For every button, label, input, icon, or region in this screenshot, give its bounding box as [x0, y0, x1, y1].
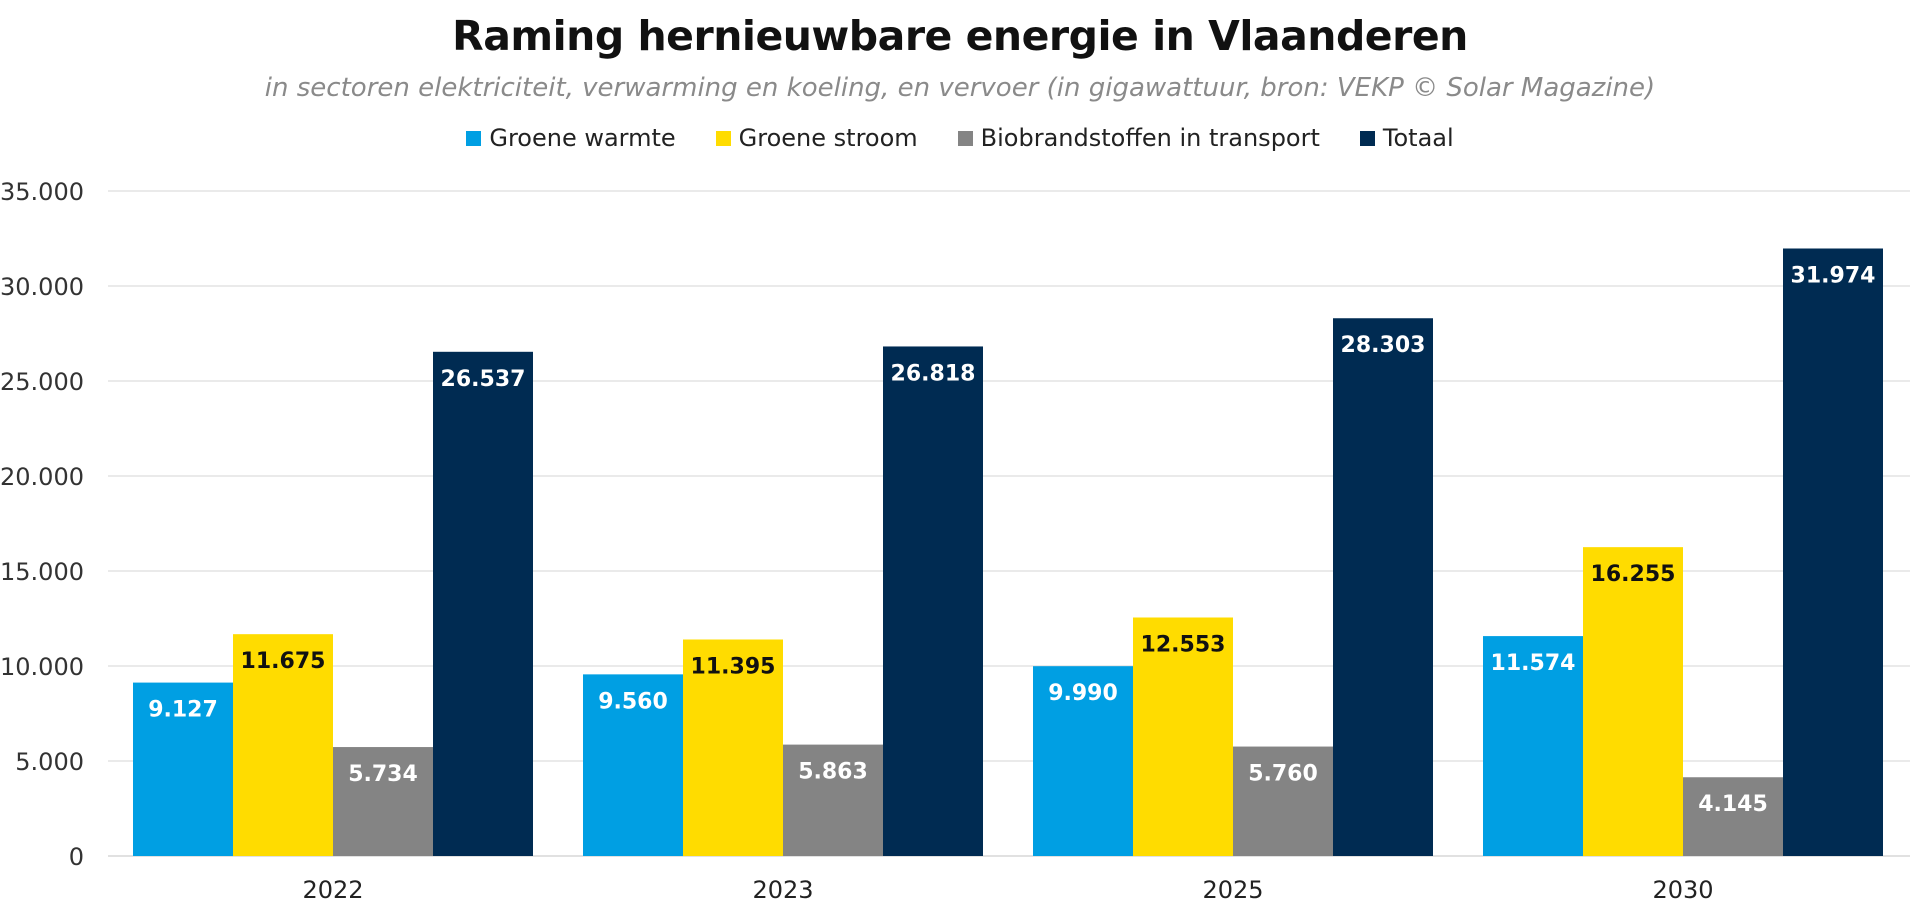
legend-item-groene-stroom: Groene stroom: [715, 124, 918, 152]
bar-biobrandstoffen-in-transport-2023: [783, 744, 883, 856]
data-label-totaal-2030: 31.974: [1791, 263, 1876, 288]
x-tick-label-2022: 2022: [302, 876, 363, 904]
data-label-biobrandstoffen-in-transport-2022: 5.734: [348, 762, 418, 787]
legend-label-totaal: Totaal: [1382, 124, 1454, 152]
data-label-groene-warmte-2022: 9.127: [148, 698, 218, 723]
bar-groene-warmte-2030: [1483, 636, 1583, 856]
bar-groene-stroom-2030: [1583, 547, 1683, 856]
y-tick-label: 35.000: [0, 178, 84, 206]
data-label-totaal-2025: 28.303: [1341, 333, 1426, 358]
legend-item-groene-warmte: Groene warmte: [466, 124, 676, 152]
bar-groene-stroom-2025: [1133, 617, 1233, 856]
data-label-groene-stroom-2022: 11.675: [241, 649, 326, 674]
y-tick-label: 10.000: [0, 653, 84, 681]
y-tick-label: 25.000: [0, 368, 84, 396]
data-label-biobrandstoffen-in-transport-2030: 4.145: [1698, 792, 1768, 817]
bar-groene-stroom-2023: [683, 639, 783, 856]
legend-swatch-groene-stroom: [715, 130, 731, 146]
x-tick-label-2025: 2025: [1202, 876, 1263, 904]
bar-biobrandstoffen-in-transport-2030: [1683, 777, 1783, 856]
bar-groene-warmte-2025: [1033, 666, 1133, 856]
data-label-biobrandstoffen-in-transport-2025: 5.760: [1248, 762, 1318, 787]
x-tick-label-2030: 2030: [1652, 876, 1713, 904]
y-tick-label: 15.000: [0, 558, 84, 586]
data-labels: 9.127 11.675 5.734 26.537 9.560 11.395 5.863 26…: [148, 263, 1875, 817]
bar-groene-warmte-2022: [133, 682, 233, 856]
y-tick-label: 5.000: [15, 748, 84, 776]
bars: [133, 248, 1883, 856]
data-label-groene-stroom-2025: 12.553: [1141, 632, 1226, 657]
data-label-groene-warmte-2025: 9.990: [1048, 681, 1118, 706]
bar-groene-warmte-2023: [583, 674, 683, 856]
data-label-groene-warmte-2023: 9.560: [598, 689, 668, 714]
bar-totaal-2025: [1333, 318, 1433, 856]
y-tick-label: 30.000: [0, 273, 84, 301]
y-tick-label: 0: [69, 843, 84, 871]
bar-totaal-2030: [1783, 248, 1883, 856]
legend-label-groene-warmte: Groene warmte: [489, 124, 676, 152]
legend-swatch-groene-warmte: [466, 130, 482, 146]
data-label-groene-stroom-2023: 11.395: [691, 654, 776, 679]
legend-swatch-totaal: [1359, 130, 1375, 146]
chart-title: Raming hernieuwbare energie in Vlaandere…: [452, 12, 1468, 60]
bar-biobrandstoffen-in-transport-2025: [1233, 746, 1333, 856]
data-label-biobrandstoffen-in-transport-2023: 5.863: [798, 760, 868, 785]
data-label-groene-stroom-2030: 16.255: [1591, 562, 1676, 587]
legend-swatch-biobrandstoffen: [957, 130, 973, 146]
y-axis: 0 5.000 10.000 15.000 20.000 25.000 30.000 35.0…: [0, 178, 84, 871]
legend-label-groene-stroom: Groene stroom: [738, 124, 918, 152]
bar-totaal-2023: [883, 346, 983, 856]
legend-item-totaal: Totaal: [1359, 124, 1454, 152]
y-tick-label: 20.000: [0, 463, 84, 491]
legend-label-biobrandstoffen: Biobrandstoffen in transport: [980, 124, 1320, 152]
bar-biobrandstoffen-in-transport-2022: [333, 747, 433, 856]
data-label-totaal-2022: 26.537: [441, 367, 526, 392]
bar-groene-stroom-2022: [233, 634, 333, 856]
x-axis: 2022 2023 2025 2030: [302, 876, 1713, 904]
chart-subtitle: in sectoren elektriciteit, verwarming en…: [264, 73, 1656, 103]
legend-item-biobrandstoffen: Biobrandstoffen in transport: [957, 124, 1320, 152]
data-label-totaal-2023: 26.818: [891, 361, 976, 386]
data-label-groene-warmte-2030: 11.574: [1491, 651, 1576, 676]
x-tick-label-2023: 2023: [752, 876, 813, 904]
legend: Groene warmte Groene stroom Biobrandstof…: [0, 124, 1920, 152]
bar-totaal-2022: [433, 351, 533, 856]
